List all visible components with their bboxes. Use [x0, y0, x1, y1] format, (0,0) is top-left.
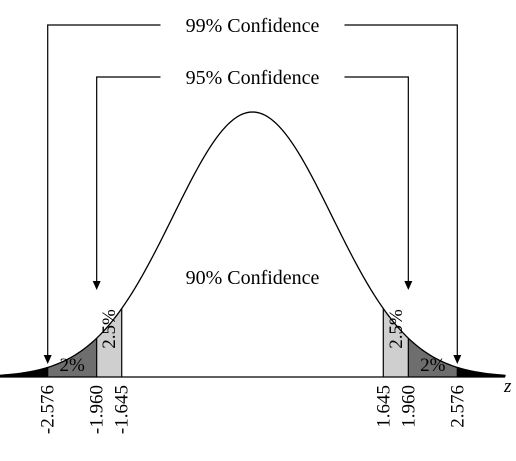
- tick-labels: -2.576 -1.960 -1.645 1.645 1.960 2.576: [38, 385, 469, 434]
- tick-label-3: 1.645: [373, 385, 394, 428]
- tick-label-2: -1.645: [112, 385, 133, 434]
- confidence-label-1: 95% Confidence: [186, 67, 320, 89]
- confidence-brackets: 99% Confidence 95% Confidence 90% Confiden…: [43, 15, 462, 364]
- normal-curve: [0, 111, 506, 377]
- boundary-lines: [47, 308, 458, 377]
- arrow-right-0: [453, 355, 462, 364]
- confidence-label-0: 99% Confidence: [186, 15, 320, 37]
- region-label-1: 2%: [60, 355, 86, 376]
- bracket-right-0: [344, 24, 458, 355]
- region-label-4: 2%: [420, 355, 446, 376]
- region-labels: 2% 2.5% 2.5% 2%: [60, 309, 446, 376]
- region-label-2: 2.5%: [99, 309, 120, 349]
- tick-label-0: -2.576: [38, 385, 59, 434]
- shaded-region-1: [47, 338, 97, 377]
- arrow-right-1: [404, 281, 413, 290]
- confidence-label-2: 90% Confidence: [186, 267, 320, 289]
- tick-label-5: 2.576: [447, 385, 468, 428]
- x-axis-label: z: [503, 376, 512, 397]
- shaded-regions: [0, 308, 505, 377]
- shaded-region-3: [383, 308, 409, 377]
- bracket-right-1: [344, 76, 409, 281]
- arrow-left-0: [43, 355, 52, 364]
- shaded-region-2: [96, 308, 122, 377]
- arrow-left-1: [92, 281, 101, 290]
- tick-label-1: -1.960: [87, 385, 108, 434]
- region-label-3: 2.5%: [386, 309, 407, 349]
- bracket-left-0: [47, 24, 161, 355]
- shaded-region-4: [408, 338, 458, 377]
- bracket-left-1: [96, 76, 161, 281]
- tick-label-4: 1.960: [398, 385, 419, 428]
